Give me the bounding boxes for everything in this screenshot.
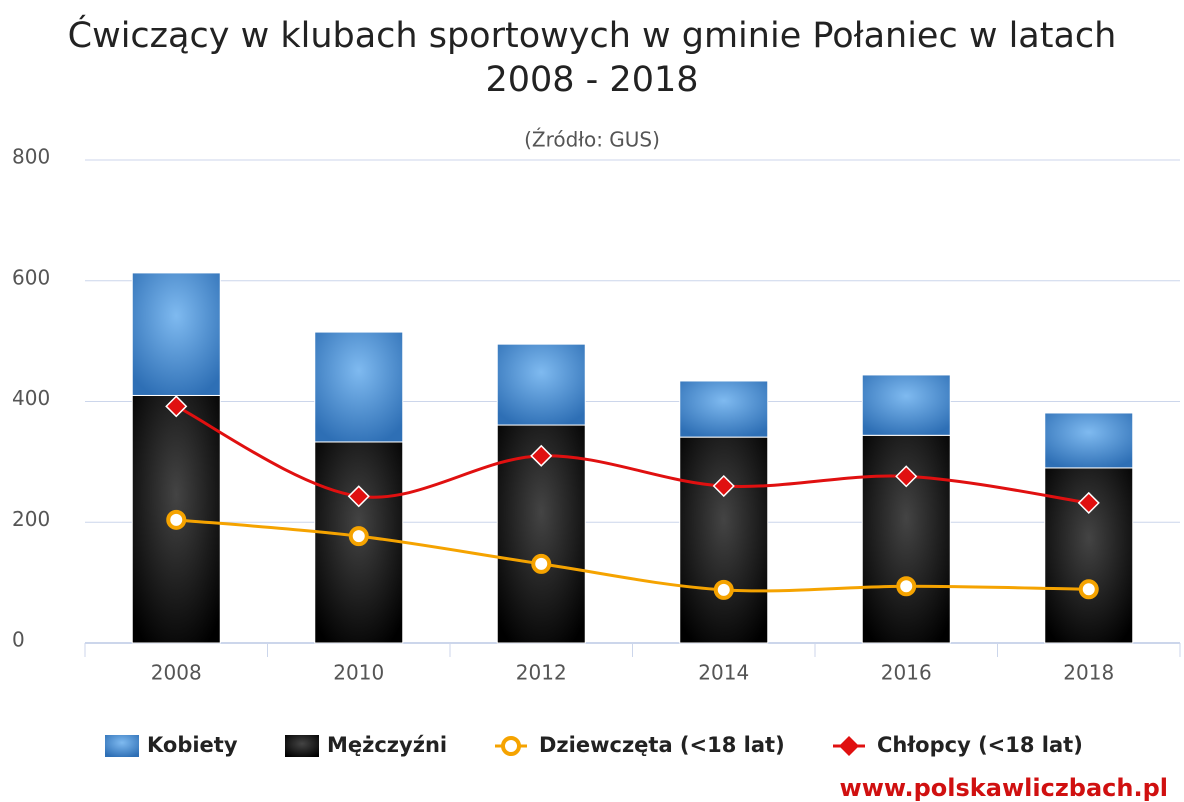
x-tick-label: 2012: [516, 661, 567, 685]
x-tick-label: 2014: [698, 661, 749, 685]
watermark: www.polskawliczbach.pl: [840, 774, 1168, 802]
marker: [530, 444, 553, 467]
x-tick-label: 2010: [333, 661, 384, 685]
y-tick-label: 800: [12, 145, 50, 169]
y-tick-label: 400: [12, 386, 50, 410]
chart-title: Ćwiczący w klubach sportowych w gminie P…: [67, 16, 1117, 100]
line: [176, 518, 1089, 593]
legend-label: Mężczyźni: [327, 733, 447, 757]
marker: [531, 553, 552, 574]
marker: [1078, 579, 1099, 600]
marker: [1077, 491, 1100, 514]
x-tick-label: 2016: [881, 661, 932, 685]
bar: [679, 380, 769, 438]
bar: [861, 374, 951, 436]
marker: [347, 485, 370, 508]
line: [175, 404, 1089, 505]
legend-label: Dziewczęta (<18 lat): [539, 733, 785, 757]
y-tick-label: 0: [12, 628, 25, 652]
bar: [679, 436, 769, 644]
marker: [348, 526, 369, 547]
legend-marker: [839, 736, 859, 756]
marker: [165, 395, 188, 418]
bar: [1044, 412, 1134, 469]
x-tick-label: 2018: [1063, 661, 1114, 685]
y-tick-label: 600: [12, 265, 50, 289]
legend-marker: [501, 736, 521, 756]
x-tick-label: 2008: [151, 661, 202, 685]
marker: [166, 509, 187, 530]
marker: [896, 576, 917, 597]
y-tick-label: 200: [12, 507, 50, 531]
bar: [314, 331, 404, 443]
legend-label: Chłopcy (<18 lat): [877, 733, 1083, 757]
legend-swatch: [285, 735, 319, 757]
bar: [496, 343, 586, 426]
marker: [895, 465, 918, 488]
legend-label: Kobiety: [147, 733, 238, 757]
chart-subtitle: (Źródło: GUS): [524, 128, 660, 152]
legend-swatch: [105, 735, 139, 757]
marker: [713, 579, 734, 600]
bar: [131, 272, 221, 396]
marker: [712, 474, 735, 498]
